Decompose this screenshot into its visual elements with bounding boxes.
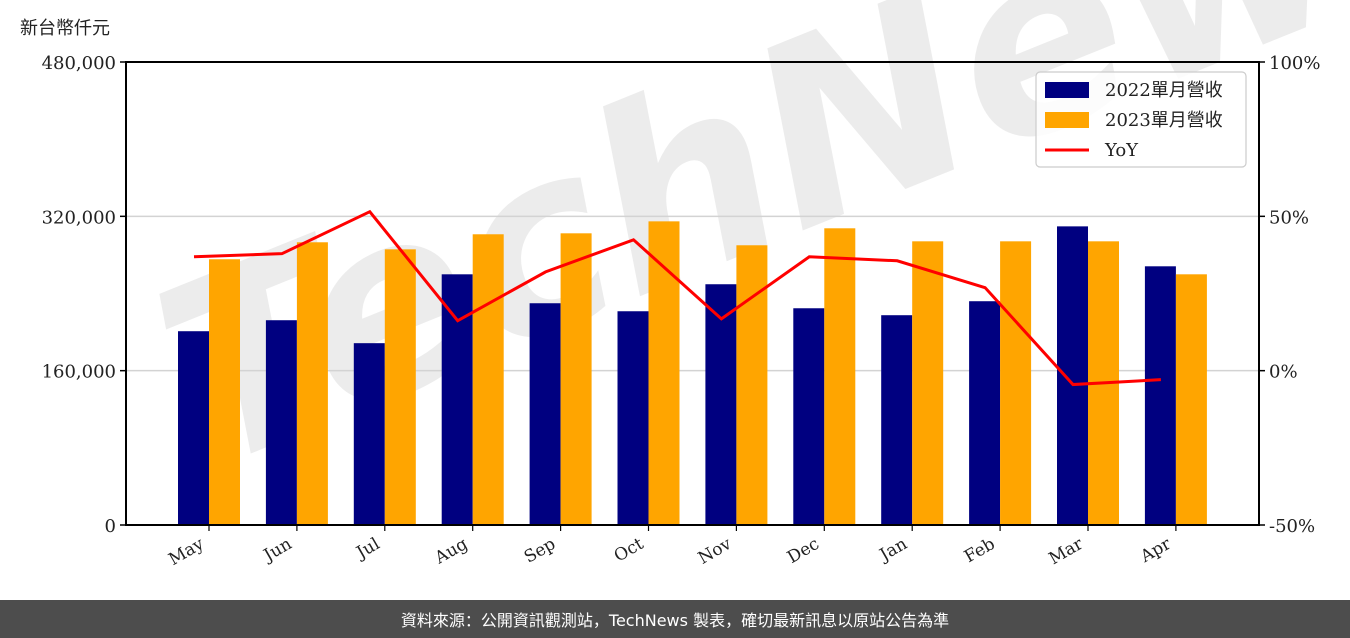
bar-2022 — [529, 303, 561, 525]
x-axis-month-label: Apr — [1136, 534, 1175, 568]
bar-2022 — [617, 311, 649, 525]
right-axis-tick-label: -50% — [1269, 516, 1315, 537]
source-footer: 資料來源：公開資訊觀測站，TechNews 製表，確切最新訊息以原站公告為準 — [0, 600, 1350, 638]
bar-2023 — [1000, 241, 1032, 525]
bar-2023 — [1175, 274, 1207, 525]
bar-2023 — [912, 241, 944, 525]
x-axis-month-label: Mar — [1046, 534, 1088, 570]
bar-2023 — [209, 259, 240, 525]
bar-2022 — [178, 331, 209, 525]
left-axis-tick-label: 480,000 — [42, 53, 116, 74]
bar-2023 — [824, 228, 856, 525]
right-axis-tick-label: 0% — [1269, 362, 1298, 383]
bar-2022 — [1057, 226, 1088, 526]
bar-2022 — [881, 315, 913, 525]
bar-2022 — [705, 284, 737, 525]
bar-2022 — [969, 301, 1001, 525]
chart: TechNews 0160,000320,000480,000-50%0%50%… — [42, 0, 1350, 570]
legend-label: 2022單月營收 — [1105, 80, 1223, 101]
bars — [178, 221, 1207, 526]
bar-2023 — [472, 234, 504, 525]
x-axis-month-label: Aug — [431, 534, 472, 569]
x-axis-month-label: Feb — [961, 534, 999, 567]
right-axis-tick-label: 50% — [1269, 207, 1309, 228]
left-axis-tick-label: 160,000 — [42, 362, 116, 383]
bar-2022 — [1144, 266, 1176, 525]
bar-2023 — [384, 249, 416, 525]
legend-label: 2023單月營收 — [1105, 110, 1223, 131]
left-axis-tick-label: 0 — [105, 516, 116, 537]
x-axis-month-label: Oct — [611, 534, 647, 567]
legend-label: YoY — [1104, 140, 1139, 161]
bar-2022 — [441, 274, 473, 525]
yoy-polyline — [193, 209, 1161, 387]
y-axis-unit-label: 新台幣仟元 — [20, 18, 110, 39]
left-axis-tick-label: 320,000 — [42, 207, 116, 228]
legend-swatch — [1045, 112, 1089, 128]
bar-2022 — [265, 320, 297, 525]
right-axis-tick-label: 100% — [1269, 53, 1320, 74]
bar-2023 — [736, 245, 768, 526]
footer-text: 資料來源：公開資訊觀測站，TechNews 製表，確切最新訊息以原站公告為準 — [400, 611, 950, 630]
x-axis-month-label: Jul — [351, 534, 383, 564]
bar-2023 — [296, 242, 328, 525]
plot-frame — [125, 61, 1260, 526]
x-axis-month-label: May — [165, 534, 208, 570]
bar-2022 — [353, 343, 385, 525]
legend: 2022單月營收 2023單月營收 YoY — [1035, 71, 1247, 168]
legend-swatch — [1045, 82, 1089, 98]
bar-2023 — [648, 221, 680, 525]
bar-2022 — [793, 308, 825, 525]
x-axis-month-label: Nov — [695, 534, 735, 569]
bar-2023 — [560, 233, 592, 525]
x-axis-month-label: Dec — [784, 534, 823, 568]
x-axis-month-label: Sep — [521, 534, 559, 568]
x-axis-month-label: Jan — [875, 534, 911, 566]
x-axis-month-label: Jun — [259, 534, 296, 567]
yoy-line — [193, 209, 1161, 387]
